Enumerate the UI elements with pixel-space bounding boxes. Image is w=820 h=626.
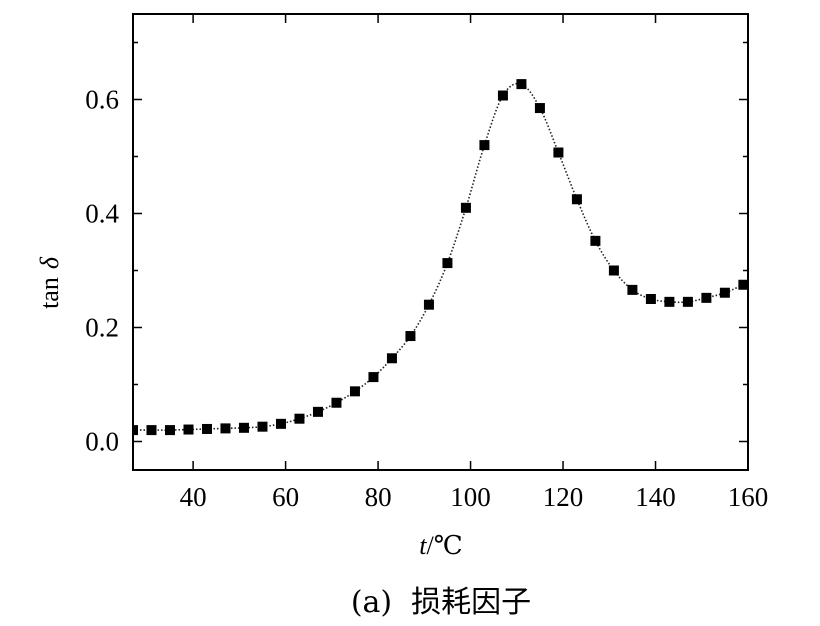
data-point	[220, 423, 231, 434]
data-point	[238, 422, 249, 433]
data-point	[405, 331, 416, 342]
y-tick-label: 0.2	[85, 313, 119, 343]
data-point	[608, 265, 619, 276]
y-tick-label: 0.6	[85, 85, 119, 115]
x-tick-labels: 40 60 80 100 120 140 160	[180, 482, 769, 512]
x-tick-label: 100	[450, 482, 491, 512]
data-point	[645, 294, 656, 304]
x-axis-title-unit: /℃	[426, 531, 462, 560]
y-axis-title-prefix: tan	[35, 277, 64, 309]
data-point	[664, 296, 675, 307]
data-point	[294, 413, 305, 424]
x-tick-label: 140	[635, 482, 676, 512]
x-axis-title: t/℃	[419, 531, 463, 560]
data-point	[164, 425, 175, 436]
data-point	[275, 418, 286, 429]
figure-caption: (a) 损耗因子	[351, 585, 531, 620]
x-tick-label: 60	[272, 482, 299, 512]
y-tick-label: 0.4	[85, 199, 119, 229]
data-point	[257, 421, 268, 432]
data-point	[201, 423, 212, 434]
data-point	[183, 424, 194, 435]
plot-area	[132, 13, 749, 471]
data-point	[442, 258, 453, 269]
data-point	[719, 287, 730, 298]
data-point	[133, 425, 138, 436]
y-tick-labels: 0.0 0.2 0.4 0.6	[85, 85, 119, 457]
y-tick-label: 0.0	[85, 427, 119, 457]
data-point	[386, 353, 397, 364]
series-curve-layer	[133, 82, 744, 431]
x-tick-label: 40	[180, 482, 207, 512]
data-point	[423, 299, 434, 310]
data-point	[534, 103, 545, 114]
data-point	[682, 296, 693, 307]
data-point	[701, 292, 712, 303]
x-tick-label: 120	[543, 482, 584, 512]
tick-marks	[133, 14, 749, 470]
data-point	[627, 284, 638, 295]
data-point	[349, 386, 360, 397]
data-point	[479, 140, 490, 151]
data-point	[368, 372, 379, 383]
data-point	[571, 194, 582, 205]
plot-frame	[132, 13, 749, 471]
data-point	[331, 397, 342, 408]
data-point	[146, 425, 157, 436]
data-point	[312, 406, 323, 417]
series-line	[133, 82, 744, 431]
series-marker-layer	[133, 79, 748, 436]
data-point	[738, 279, 748, 290]
data-point	[516, 79, 527, 90]
data-point	[460, 202, 471, 213]
data-point	[590, 235, 601, 246]
y-axis-title-symbol: δ	[35, 256, 64, 269]
data-point	[553, 147, 564, 158]
x-tick-label: 160	[728, 482, 769, 512]
x-axis-title-variable: t	[419, 531, 427, 560]
x-tick-label: 80	[365, 482, 392, 512]
data-point	[497, 90, 508, 101]
y-axis-title: tan δ	[35, 256, 64, 309]
